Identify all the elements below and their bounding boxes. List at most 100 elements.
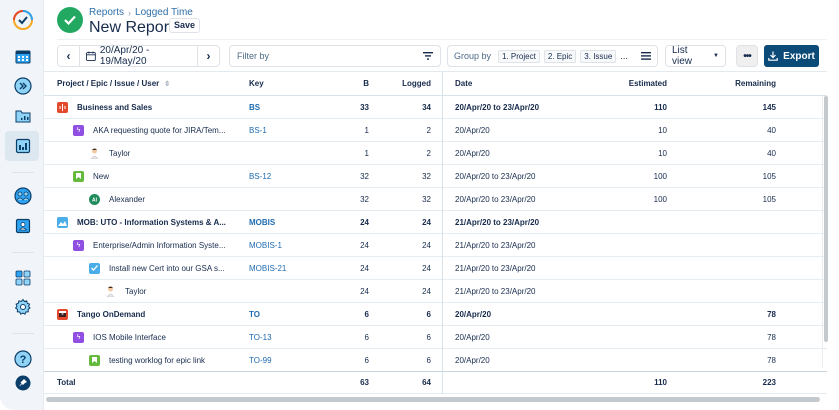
group-chip-issue[interactable]: 3. Issue (580, 49, 617, 63)
reports-icon[interactable] (12, 135, 34, 157)
save-button[interactable]: Save (169, 18, 201, 33)
row-key-link (249, 280, 329, 302)
row-name: Business and Sales (77, 102, 153, 112)
row-remaining (724, 257, 776, 279)
filter-input[interactable]: Filter by (229, 45, 441, 67)
horizontal-scrollbar[interactable] (46, 397, 820, 402)
row-key-link[interactable]: BS-12 (249, 171, 272, 181)
row-logged: 32 (422, 194, 431, 204)
svg-text:?: ? (20, 354, 27, 366)
breadcrumb-reports[interactable]: Reports (89, 7, 125, 18)
column-header-remaining[interactable]: Remaining (735, 79, 776, 88)
group-chip-epic[interactable]: 2. Epic (543, 49, 577, 63)
total-label: Total (57, 378, 76, 387)
column-group-divider (442, 72, 443, 394)
row-key-link[interactable]: TO (249, 309, 260, 319)
row-b: 1 (364, 125, 369, 135)
team-icon[interactable] (12, 185, 34, 207)
row-key-link[interactable]: BS (249, 102, 261, 112)
group-by-label: Group by (454, 51, 492, 61)
table-row-project[interactable]: Business and Sales BS 33 34 20/Apr/20 to… (44, 96, 827, 119)
next-period-button[interactable]: › (197, 46, 219, 66)
column-header-estimated[interactable]: Estimated (628, 79, 667, 88)
row-estimated (604, 303, 667, 325)
apps-grid-icon[interactable] (12, 267, 34, 289)
previous-period-button[interactable]: ‹ (58, 46, 80, 66)
sidebar-divider (12, 172, 34, 173)
calendar-icon[interactable] (12, 45, 34, 67)
row-date: 21/Apr/20 to 23/Apr/20 (455, 263, 536, 273)
breadcrumb-logged-time[interactable]: Logged Time (135, 7, 193, 18)
table-row-project[interactable]: Tango OnDemand TO 6 6 20/Apr/20 78 (44, 303, 827, 326)
table-row-story[interactable]: New BS-12 32 32 20/Apr/20 to 23/Apr/20 1… (44, 165, 827, 188)
row-estimated: 10 (658, 125, 667, 135)
row-date: 20/Apr/20 to 23/Apr/20 (455, 171, 536, 181)
forward-icon[interactable] (12, 75, 34, 97)
row-date: 20/Apr/20 (455, 355, 490, 365)
row-remaining (724, 234, 776, 256)
breadcrumb-separator: › (128, 7, 132, 18)
filter-icon (423, 52, 433, 60)
view-selector[interactable]: List view ▼ (665, 45, 726, 67)
folder-chart-icon[interactable] (12, 105, 34, 127)
row-key-link (249, 142, 329, 164)
date-range-field[interactable]: 20/Apr/20 - 19/May/20 (80, 45, 197, 67)
hamburger-menu-icon[interactable] (641, 52, 651, 60)
sort-icon[interactable]: ⇳ (164, 80, 171, 88)
row-key-link[interactable]: MOBIS-1 (249, 240, 282, 250)
sidebar: ? (0, 0, 44, 410)
row-b: 24 (360, 286, 369, 296)
table-row-user[interactable]: Taylor 1 2 20/Apr/20 10 40 (44, 142, 827, 165)
vertical-scrollbar[interactable] (824, 96, 828, 342)
row-name: MOB: UTO - Information Systems & A... (77, 217, 226, 227)
table-row-project[interactable]: MOB: UTO - Information Systems & A... MO… (44, 211, 827, 234)
row-logged: 24 (422, 240, 431, 250)
table-row-epic[interactable]: ϟ AKA requesting quote for JIRA/Tem... BS… (44, 119, 827, 142)
settings-icon[interactable] (12, 296, 34, 318)
group-by-control[interactable]: Group by 1. Project 2. Epic 3. Issue ... (447, 45, 658, 67)
row-estimated: 10 (658, 148, 667, 158)
epic-icon: ϟ (73, 331, 84, 343)
view-selector-label: List view (672, 45, 693, 67)
column-header-date[interactable]: Date (455, 79, 473, 88)
row-b: 33 (360, 102, 369, 112)
table-row-epic[interactable]: ϟ Enterprise/Admin Information Syste... M… (44, 234, 827, 257)
row-key-link[interactable]: TO-13 (249, 332, 272, 342)
column-header-logged[interactable]: Logged (402, 79, 431, 88)
row-key-link[interactable]: BS-1 (249, 125, 267, 135)
group-chip-project[interactable]: 1. Project (498, 49, 540, 63)
breadcrumb: Reports › Logged Time (89, 7, 193, 18)
export-button[interactable]: Export (764, 45, 819, 67)
row-b: 32 (360, 194, 369, 204)
help-icon[interactable]: ? (12, 348, 34, 370)
row-b: 6 (364, 355, 369, 365)
column-header-b[interactable]: B (363, 79, 369, 88)
more-options-button[interactable]: ••• (736, 45, 758, 67)
row-name: Taylor (109, 148, 131, 158)
row-remaining: 105 (762, 194, 776, 204)
row-key-link[interactable]: TO-99 (249, 355, 272, 365)
table-row-task[interactable]: Install new Cert into our GSA s... MOBIS… (44, 257, 827, 280)
row-key-link[interactable]: MOBIS (249, 217, 276, 227)
app-logo-icon[interactable] (12, 9, 34, 31)
row-remaining: 145 (762, 102, 776, 112)
table-row-story[interactable]: testing worklog for epic link TO-99 6 6 … (44, 349, 827, 372)
task-icon (89, 262, 100, 274)
table-row-user[interactable]: AI Alexander 32 32 20/Apr/20 to 23/Apr/20… (44, 188, 827, 211)
user-card-icon[interactable] (12, 215, 34, 237)
download-icon (768, 51, 778, 61)
column-header-name[interactable]: Project / Epic / Issue / User ⇳ (57, 79, 171, 88)
table-row-epic[interactable]: ϟ IOS Mobile Interface TO-13 6 6 20/Apr/2… (44, 326, 827, 349)
column-header-key[interactable]: Key (249, 79, 264, 88)
row-estimated: 100 (653, 171, 667, 181)
table-row-user[interactable]: Taylor 24 24 21/Apr/20 to 23/Apr/20 (44, 280, 827, 303)
row-b: 1 (364, 148, 369, 158)
pin-icon[interactable] (12, 372, 34, 394)
row-key-link[interactable]: MOBIS-21 (249, 263, 287, 273)
row-date: 21/Apr/20 to 23/Apr/20 (455, 240, 536, 250)
filter-placeholder: Filter by (237, 51, 270, 61)
row-name: Enterprise/Admin Information Syste... (93, 240, 226, 250)
project-icon (57, 216, 68, 228)
row-logged: 34 (422, 102, 431, 112)
